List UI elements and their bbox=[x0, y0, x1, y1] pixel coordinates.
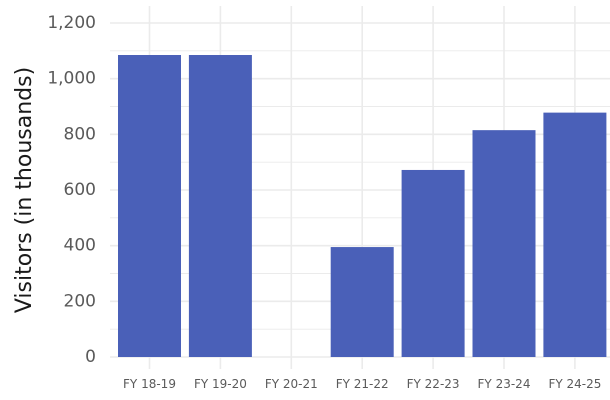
x-tick-label: FY 19-20 bbox=[194, 377, 247, 391]
bar bbox=[543, 112, 607, 357]
y-axis-label: Visitors (in thousands) bbox=[12, 67, 37, 313]
bar bbox=[401, 169, 465, 357]
y-axis-ticks: 0 200 400 600 800 1,000 1,200 bbox=[47, 13, 96, 367]
y-tick-label: 1,200 bbox=[47, 13, 96, 33]
bar bbox=[188, 55, 252, 358]
y-tick-label: 800 bbox=[64, 124, 96, 144]
x-tick-label: FY 18-19 bbox=[123, 377, 176, 391]
y-tick-label: 0 bbox=[85, 347, 96, 367]
bar bbox=[118, 55, 181, 358]
bar bbox=[330, 247, 394, 357]
x-tick-label: FY 22-23 bbox=[407, 377, 460, 391]
y-tick-label: 1,000 bbox=[47, 69, 96, 89]
bar bbox=[472, 130, 536, 357]
y-tick-label: 400 bbox=[64, 236, 96, 256]
x-axis-ticks: FY 18-19 FY 19-20 FY 20-21 FY 21-22 FY 22-23… bbox=[123, 377, 601, 391]
x-tick-label: FY 23-24 bbox=[478, 377, 531, 391]
x-tick-label: FY 21-22 bbox=[336, 377, 389, 391]
x-tick-label: FY 20-21 bbox=[265, 377, 318, 391]
bar-series bbox=[118, 55, 607, 358]
x-tick-label: FY 24-25 bbox=[548, 377, 601, 391]
y-tick-label: 200 bbox=[64, 291, 96, 311]
y-tick-label: 600 bbox=[64, 180, 96, 200]
